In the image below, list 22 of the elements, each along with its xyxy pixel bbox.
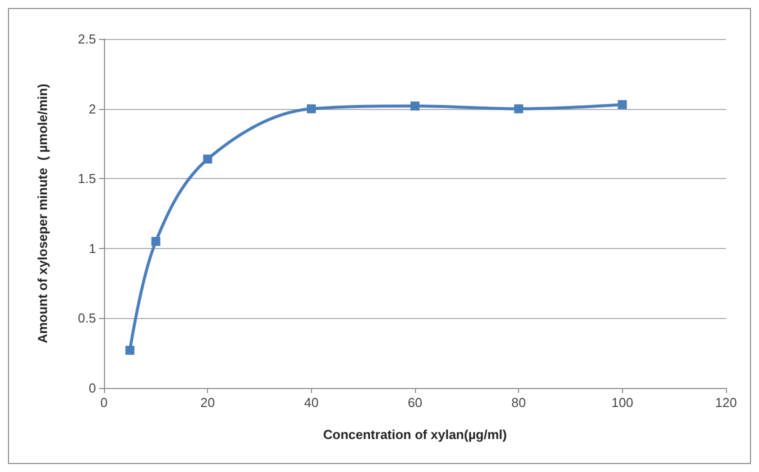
point xyxy=(410,102,420,111)
y-tick-label: 1.5 xyxy=(78,171,96,186)
x-tick-label: 0 xyxy=(100,395,108,410)
x-tick-label: 80 xyxy=(511,395,526,410)
y-tick-label: 2.5 xyxy=(78,32,96,46)
point xyxy=(618,100,627,110)
point xyxy=(125,346,134,355)
point xyxy=(514,104,524,114)
x-tick-label: 120 xyxy=(715,395,737,410)
point xyxy=(151,236,160,246)
y-axis-title: Amount of xyloseper minute ( µmole/min) xyxy=(35,84,50,344)
point xyxy=(306,104,316,114)
y-tick-label: 1 xyxy=(88,240,96,256)
x-tick-label: 40 xyxy=(304,395,319,410)
x-axis-title: Concentration of xylan(µg/ml) xyxy=(323,427,507,442)
y-tick-label: 0 xyxy=(88,380,96,396)
point xyxy=(203,154,212,164)
x-tick-label: 60 xyxy=(408,395,422,410)
x-tick-label: 20 xyxy=(200,395,215,410)
x-tick-label: 100 xyxy=(611,395,634,410)
y-tick-label: 2 xyxy=(88,101,96,116)
y-tick-label: 0.5 xyxy=(78,310,96,326)
